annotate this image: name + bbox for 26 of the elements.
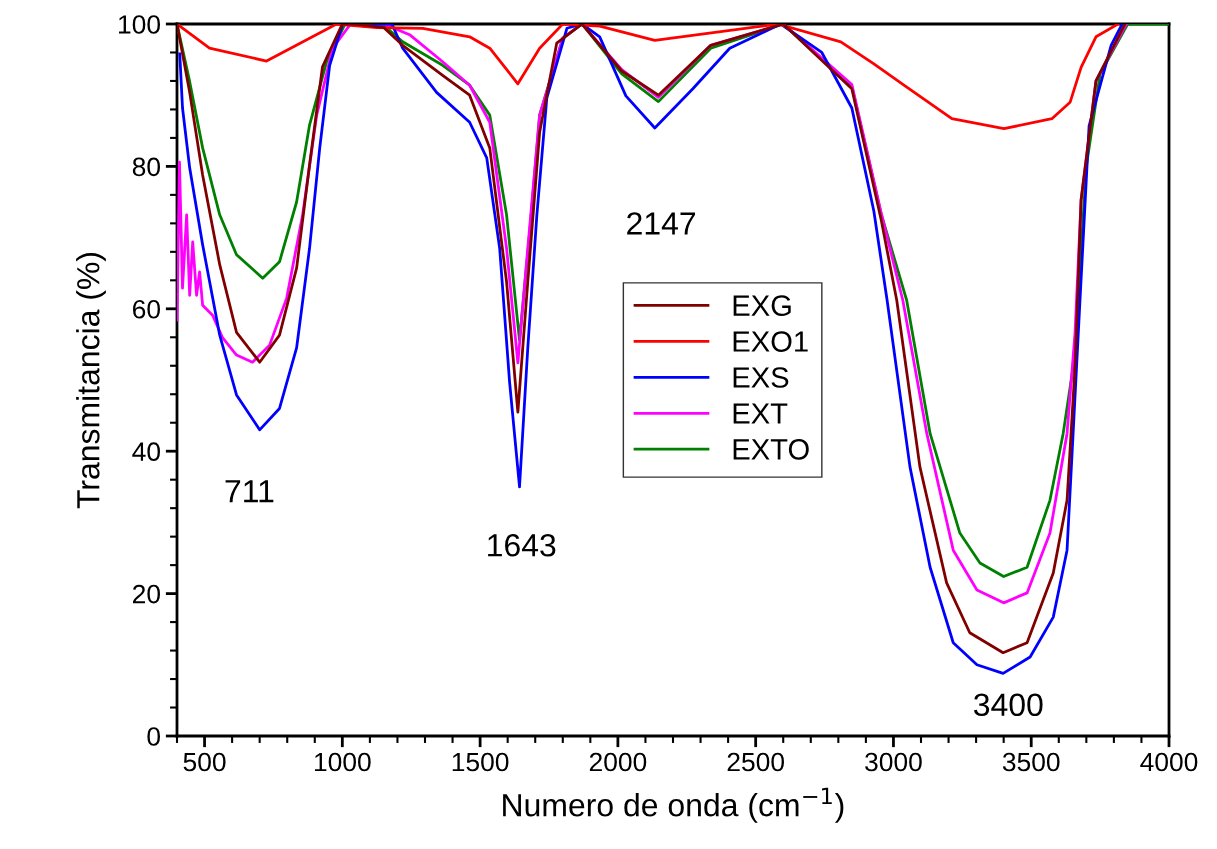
x-tick-label: 1000 [315, 752, 371, 772]
x-tick-label: 2500 [727, 752, 784, 772]
y-axis-title: Transmitancia (%) [76, 253, 106, 509]
x-tick-label: 3000 [865, 752, 922, 772]
y-tick-label: 20 [133, 584, 160, 604]
x-tick-label: 500 [183, 752, 226, 772]
line-series [177, 24, 1120, 131]
annotation: 2147 [627, 212, 696, 235]
y-tick-label: 60 [133, 299, 160, 319]
x-axis-title: Numero de onda (cm$^{−1}$) [503, 787, 844, 823]
legend-label: EXG [733, 295, 791, 316]
x-tick-label: 1500 [452, 752, 509, 772]
x-tick-label: 3500 [1002, 752, 1060, 772]
x-tick-label: 4000 [1140, 752, 1198, 772]
legend-label: EXS [733, 367, 789, 388]
y-tick-label: 80 [132, 157, 160, 177]
y-tick-label: 100 [119, 15, 160, 34]
y-tick-label: 40 [132, 442, 160, 462]
y-tick-label: 0 [147, 727, 160, 746]
legend-label: EXTO [733, 439, 809, 460]
annotation: 1643 [488, 533, 556, 557]
annotation: 3400 [973, 693, 1043, 717]
legend-label: EXO1 [733, 331, 808, 352]
annotation: 711 [225, 480, 274, 503]
legend-label: EXT [733, 403, 788, 424]
x-tick-label: 2000 [589, 752, 647, 772]
